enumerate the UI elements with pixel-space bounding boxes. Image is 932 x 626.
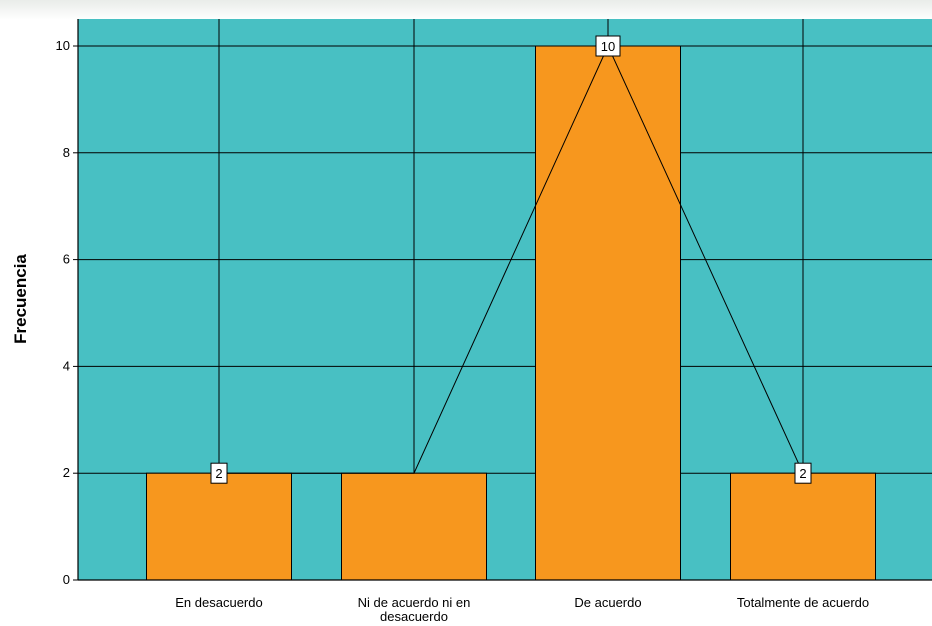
x-tick-labels: En desacuerdo Ni de acuerdo ni en desacuer… [175,595,869,624]
y-tick-label: 2 [63,465,70,480]
x-tick-label: En desacuerdo [175,595,262,610]
bar [535,45,681,581]
data-label-box [210,462,228,484]
data-label: 2 [794,462,812,484]
y-tick-label: 8 [63,145,70,160]
data-label-text: 2 [215,466,222,481]
x-tick-label: Ni de acuerdo ni en desacuerdo [358,595,471,624]
bar [730,472,876,581]
bars [146,45,876,581]
bar [146,472,292,581]
y-tick-label: 0 [63,572,70,587]
bar [341,472,487,581]
data-label: 2 [210,462,228,484]
y-axis-label: Frecuencia [11,254,30,344]
data-label-text: 2 [799,466,806,481]
data-labels: 2 10 2 [210,35,812,484]
data-label-text: 10 [601,39,615,54]
data-label-box [794,462,812,484]
y-tick-label: 6 [63,252,70,267]
axes [77,19,932,581]
y-tick-label: 4 [63,358,70,373]
y-tick-label: 10 [56,38,70,53]
data-label-box [595,35,621,57]
data-label: 10 [595,35,621,57]
polygon-line [219,44,804,474]
y-ticks: 0 2 4 6 8 10 [56,38,78,587]
x-tick-label: Totalmente de acuerdo [737,595,869,610]
x-tick-label: De acuerdo [574,595,641,610]
frequency-polygon [219,44,804,474]
cropped-title-strip [0,0,932,20]
